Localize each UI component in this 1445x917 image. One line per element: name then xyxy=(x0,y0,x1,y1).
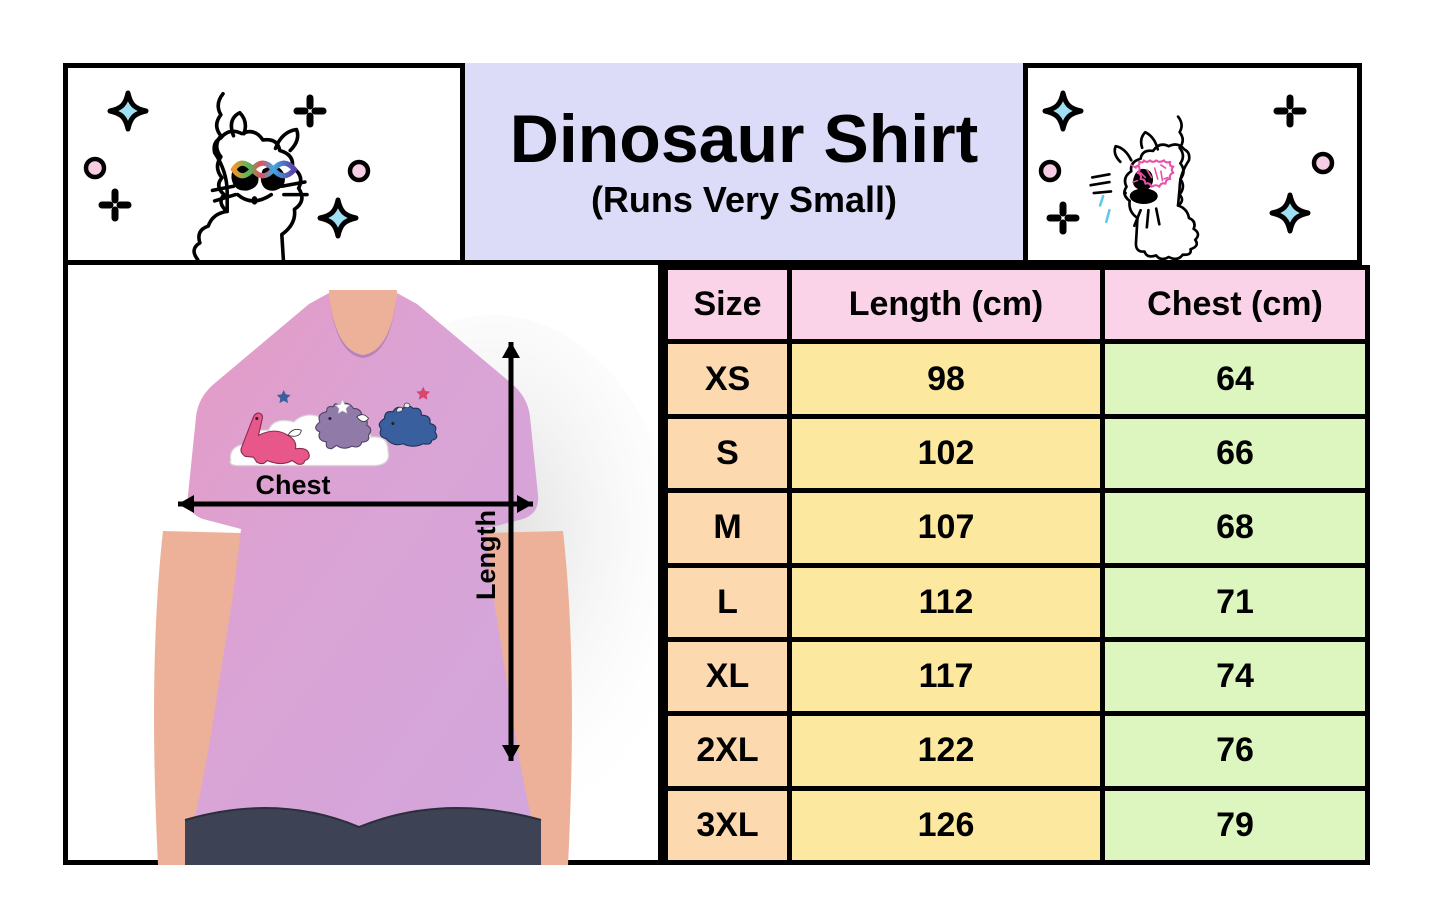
svg-text:Length: Length xyxy=(471,510,501,600)
svg-text:Chest: Chest xyxy=(255,470,330,500)
